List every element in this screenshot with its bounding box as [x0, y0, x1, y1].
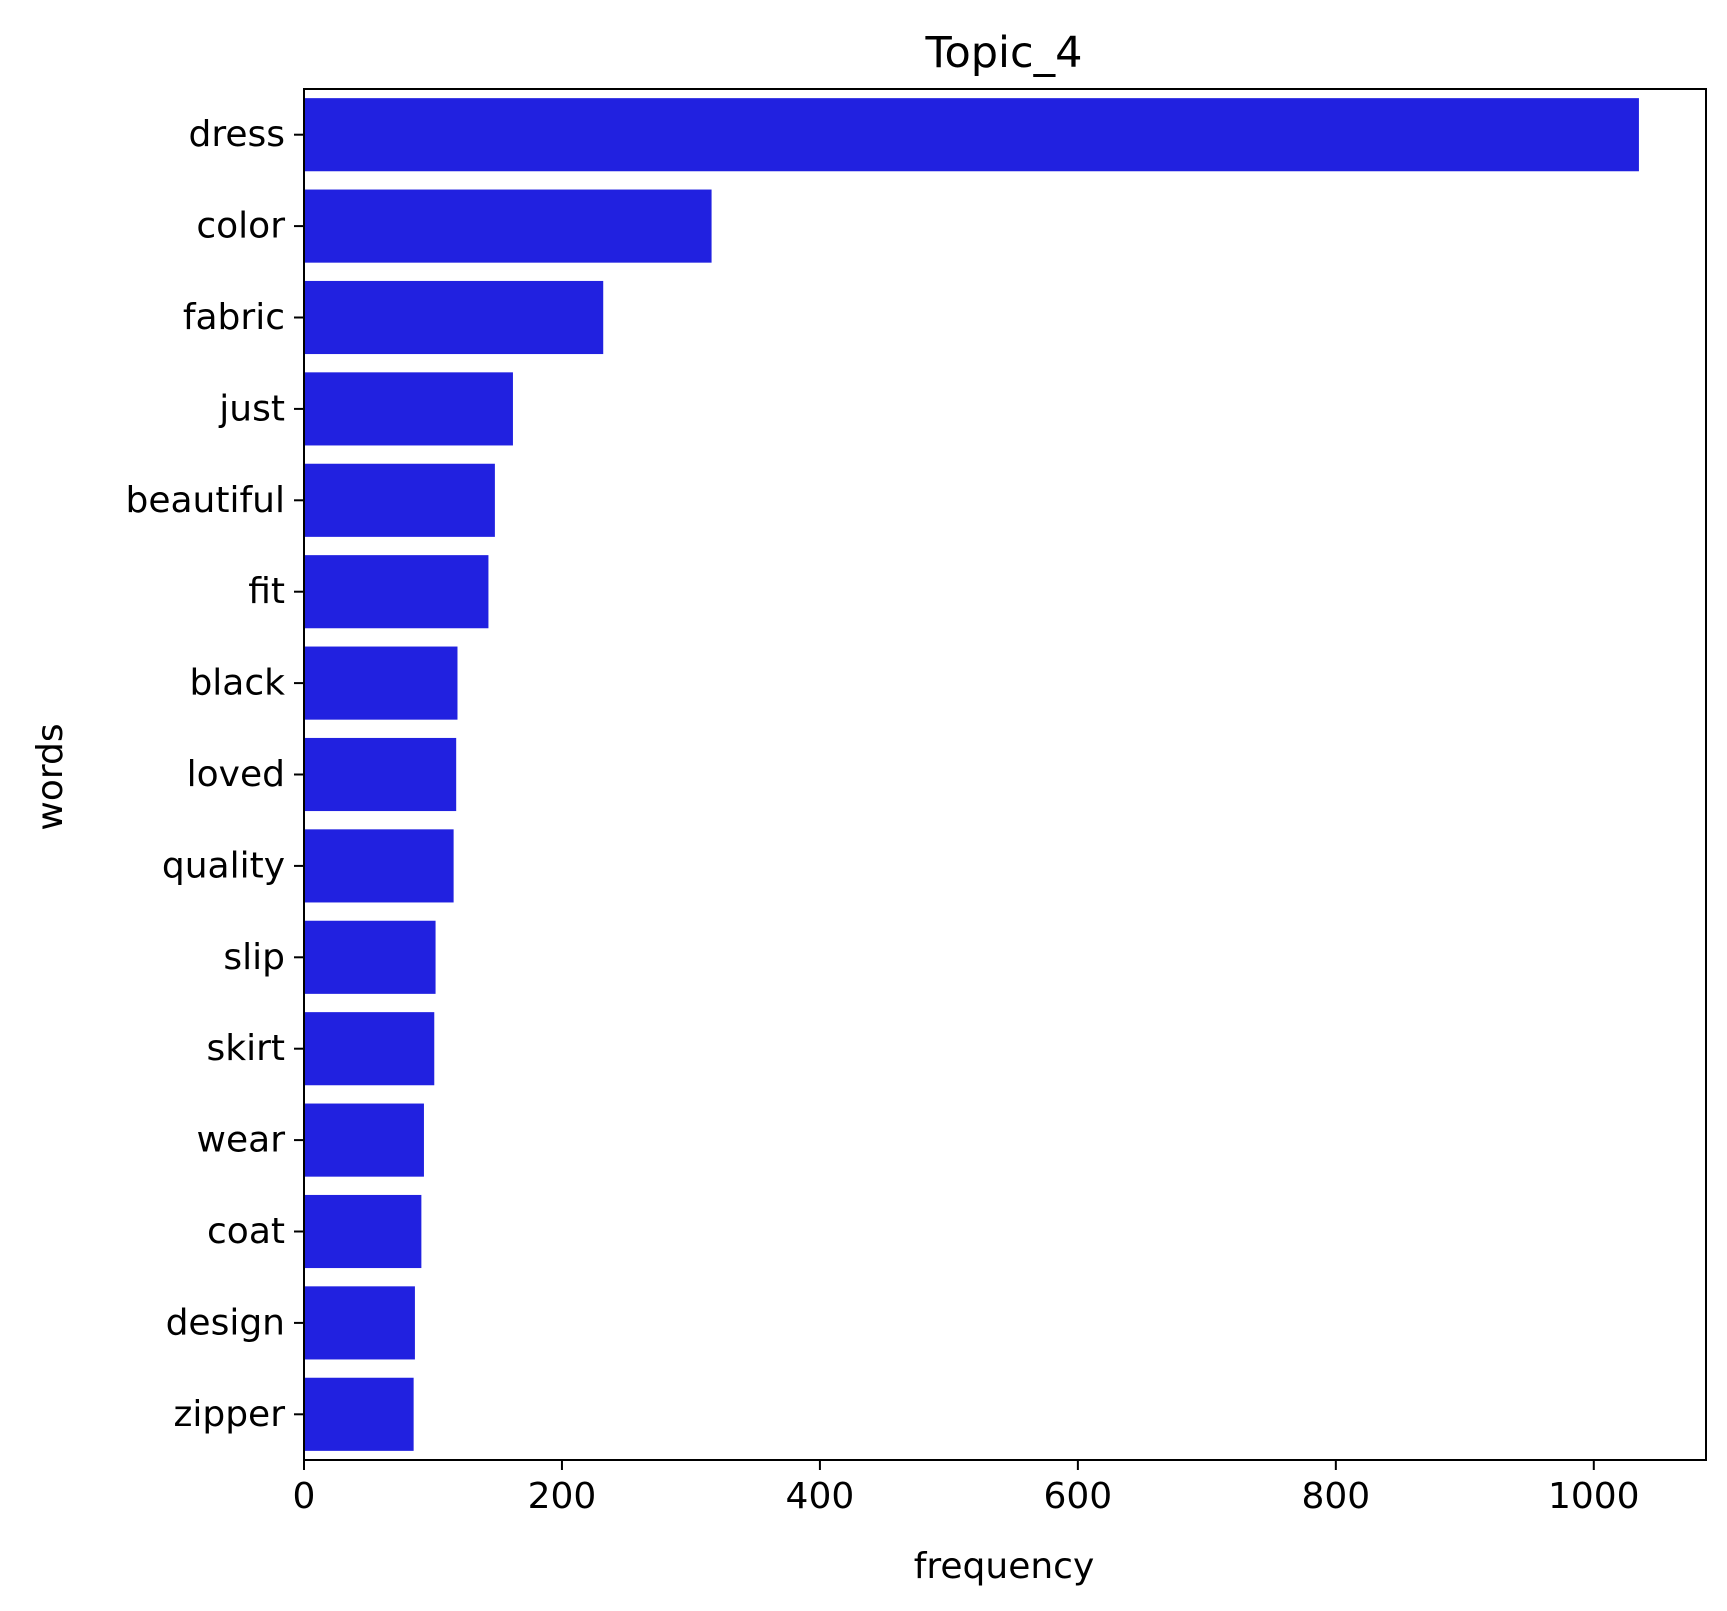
bar-slip	[304, 920, 436, 994]
bars-group	[304, 98, 1639, 1451]
y-tick-label: coat	[207, 1211, 285, 1252]
bar-dress	[304, 98, 1639, 172]
chart-title: Topic_4	[924, 28, 1082, 78]
bar-skirt	[304, 1012, 435, 1086]
x-axis-ticks: 0 200 400 600 800 1000	[293, 1460, 1640, 1517]
y-tick-label: fabric	[183, 297, 285, 338]
y-tick-label: design	[166, 1302, 285, 1343]
bar-beautiful	[304, 463, 495, 537]
bar-fit	[304, 555, 489, 629]
bar-loved	[304, 737, 457, 812]
y-tick-label: color	[196, 206, 285, 247]
y-axis-title: words	[30, 723, 71, 830]
bar-zipper	[304, 1377, 414, 1451]
y-tick-label: slip	[223, 937, 285, 978]
x-axis-title: frequency	[914, 1546, 1095, 1587]
x-tick-label: 1000	[1548, 1476, 1640, 1517]
x-tick-label: 0	[293, 1476, 316, 1517]
x-tick-label: 600	[1044, 1476, 1113, 1517]
y-tick-label: wear	[197, 1120, 286, 1161]
y-tick-label: dress	[188, 114, 285, 155]
bar-fabric	[304, 280, 604, 355]
bar-wear	[304, 1103, 424, 1177]
y-tick-label: just	[218, 388, 285, 429]
bar-color	[304, 189, 712, 263]
y-tick-label: quality	[162, 845, 285, 886]
bar-design	[304, 1286, 415, 1360]
y-tick-label: zipper	[173, 1394, 285, 1435]
x-tick-label: 400	[786, 1476, 855, 1517]
y-tick-label: loved	[187, 754, 285, 795]
x-tick-label: 200	[528, 1476, 597, 1517]
x-tick-label: 800	[1301, 1476, 1370, 1517]
bar-quality	[304, 829, 454, 903]
bar-just	[304, 372, 513, 446]
y-tick-label: beautiful	[126, 480, 286, 521]
y-tick-label: black	[189, 663, 285, 704]
y-axis-ticks: dress color fabric just beautiful fit black lov…	[126, 114, 304, 1435]
y-tick-label: skirt	[206, 1028, 285, 1069]
bar-coat	[304, 1194, 422, 1269]
plot-frame	[303, 88, 1707, 1461]
bar-black	[304, 646, 458, 720]
y-tick-label: fit	[248, 571, 285, 612]
